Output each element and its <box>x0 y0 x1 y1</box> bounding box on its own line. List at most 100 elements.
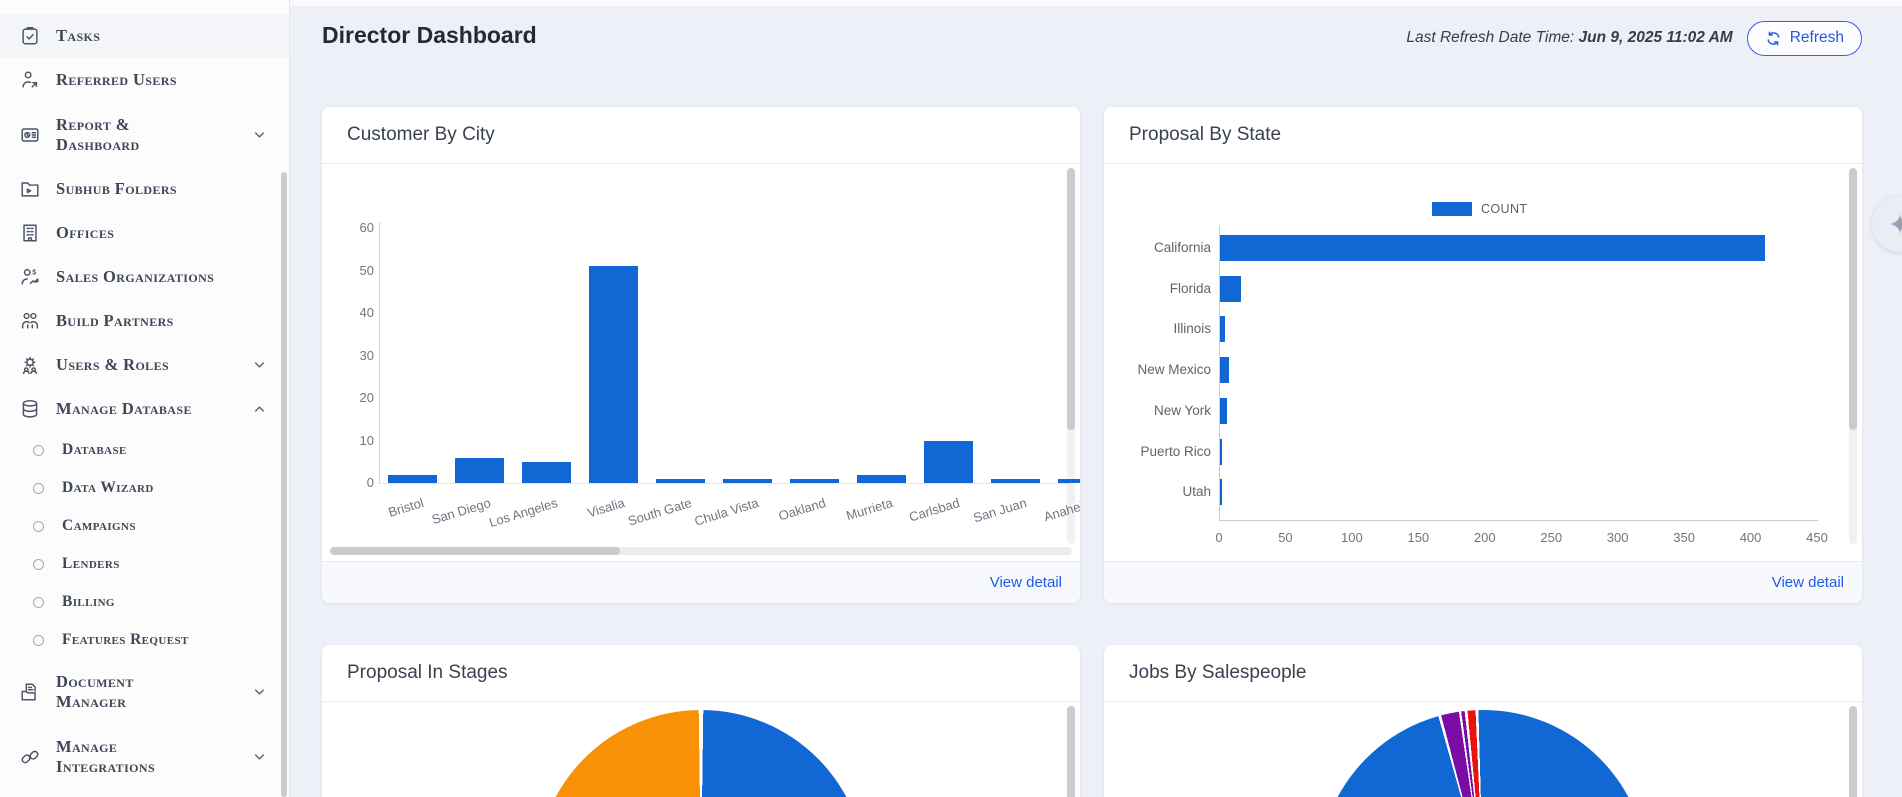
chart-horizontal-scrollbar[interactable] <box>330 547 1072 555</box>
card-header: Proposal By State <box>1104 107 1862 164</box>
y-axis-line <box>379 222 380 484</box>
chart-vertical-scrollbar-thumb[interactable] <box>1849 168 1857 430</box>
bar-bristol[interactable] <box>388 474 437 483</box>
bar-carlsbad[interactable] <box>924 440 973 483</box>
radio-circle-icon <box>33 444 44 456</box>
view-detail-link[interactable]: View detail <box>1771 574 1844 591</box>
chart-vertical-scrollbar-thumb[interactable] <box>1849 706 1857 797</box>
last-refresh-value: Jun 9, 2025 11:02 AM <box>1578 29 1733 46</box>
sidebar-item-manage-database[interactable]: Manage Database <box>0 387 289 431</box>
chart-vertical-scrollbar-thumb[interactable] <box>1067 706 1075 797</box>
radio-circle-icon <box>33 634 44 646</box>
chart-vertical-scrollbar[interactable] <box>1849 168 1857 544</box>
pie-chart[interactable] <box>536 710 866 797</box>
sidebar-item-label: Referred Users <box>56 70 177 90</box>
sidebar-nav: Tasks Referred Users Report & Dashboard Sub… <box>0 0 289 789</box>
sidebar-subitem-data-wizard[interactable]: Data Wizard <box>0 469 289 507</box>
sidebar-item-referred-users[interactable]: Referred Users <box>0 58 289 102</box>
bar-anaheim[interactable] <box>1058 478 1080 483</box>
x-axis-tick: 250 <box>1540 530 1563 545</box>
sidebar-item-sales-organizations[interactable]: $ Sales Organizations <box>0 255 289 299</box>
y-axis-tick: 20 <box>359 390 374 405</box>
chevron-down-icon <box>252 358 267 373</box>
bar-san-juan[interactable] <box>991 478 1040 483</box>
sidebar-item-users-roles[interactable]: Users & Roles <box>0 343 289 387</box>
card-header: Proposal In Stages <box>322 645 1080 702</box>
view-detail-link[interactable]: View detail <box>989 574 1062 591</box>
refresh-area: Last Refresh Date Time: Jun 9, 2025 11:0… <box>1406 20 1862 56</box>
jobs-by-salespeople-chart[interactable] <box>1104 702 1862 797</box>
chart-vertical-scrollbar[interactable] <box>1067 168 1075 544</box>
refresh-button-label: Refresh <box>1789 29 1844 46</box>
bar-new-mexico[interactable] <box>1220 357 1230 384</box>
sidebar-scrollbar-thumb[interactable] <box>281 172 287 797</box>
sidebar-item-report-dashboard[interactable]: Report & Dashboard <box>0 102 289 167</box>
chart-horizontal-scrollbar-thumb[interactable] <box>330 547 620 555</box>
bar-new-york[interactable] <box>1220 397 1227 424</box>
chain-links-icon <box>19 746 41 768</box>
chart-vertical-scrollbar-thumb[interactable] <box>1067 168 1075 430</box>
x-axis-tick: 400 <box>1739 530 1762 545</box>
bar-murrieta[interactable] <box>857 474 906 483</box>
sidebar-item-label: Build Partners <box>56 311 174 331</box>
bar-florida[interactable] <box>1220 275 1242 302</box>
bar-oakland[interactable] <box>790 478 839 483</box>
user-referral-icon <box>19 69 41 91</box>
bar-california[interactable] <box>1220 235 1765 261</box>
radio-circle-icon <box>33 596 44 608</box>
bar-illinois[interactable] <box>1220 316 1226 343</box>
x-axis-tick: 300 <box>1606 530 1629 545</box>
sales-person-icon: $ <box>19 266 41 288</box>
sidebar-subitem-lenders[interactable]: Lenders <box>0 545 289 583</box>
x-axis-line <box>379 483 1069 484</box>
chart-vertical-scrollbar[interactable] <box>1849 706 1857 797</box>
sidebar-subitem-features-request[interactable]: Features Request <box>0 621 289 659</box>
refresh-button[interactable]: Refresh <box>1746 20 1862 56</box>
sidebar-item-label: Offices <box>56 223 115 243</box>
sidebar-subitem-campaigns[interactable]: Campaigns <box>0 507 289 545</box>
y-axis-label: New Mexico <box>1137 362 1211 378</box>
sidebar: Tasks Referred Users Report & Dashboard Sub… <box>0 0 290 797</box>
y-axis-tick: 60 <box>359 220 374 235</box>
sidebar-item-manage-integrations[interactable]: Manage Integrations <box>0 724 289 789</box>
y-axis-label: Florida <box>1169 280 1211 296</box>
y-axis-label: Utah <box>1182 484 1211 500</box>
sidebar-item-tasks[interactable]: Tasks <box>0 14 289 58</box>
pie-chart[interactable] <box>1318 710 1648 797</box>
bar-visalia[interactable] <box>589 266 638 483</box>
card-customer-by-city: Customer By City 0 10 20 30 40 50 60 Bristol San… <box>322 107 1080 603</box>
sidebar-item-build-partners[interactable]: Build Partners <box>0 299 289 343</box>
bar-puerto-rico[interactable] <box>1220 438 1222 465</box>
sidebar-item-document-manager[interactable]: Document Manager <box>0 659 289 724</box>
legend-swatch <box>1432 202 1472 216</box>
proposal-by-state-chart[interactable]: COUNT California Florida Illinois New Mexic… <box>1104 164 1862 561</box>
top-strip <box>290 0 1902 6</box>
document-folder-icon <box>19 681 41 703</box>
refresh-icon <box>1765 30 1782 47</box>
y-axis-tick: 30 <box>359 347 374 363</box>
bar-san-diego[interactable] <box>455 457 504 483</box>
sidebar-subitem-label: Database <box>62 441 127 458</box>
bar-chula-vista[interactable] <box>723 478 772 483</box>
y-axis-tick: 50 <box>359 262 374 278</box>
sidebar-subitem-billing[interactable]: Billing <box>0 583 289 621</box>
legend-label: COUNT <box>1481 202 1528 216</box>
sidebar-item-label: Sales Organizations <box>56 267 215 287</box>
bar-south-gate[interactable] <box>656 478 705 483</box>
bar-los-angeles[interactable] <box>522 461 571 483</box>
x-axis-tick: 200 <box>1473 530 1496 545</box>
chevron-down-icon <box>252 749 267 764</box>
last-refresh-label: Last Refresh Date Time: <box>1406 29 1575 46</box>
customer-by-city-chart[interactable]: 0 10 20 30 40 50 60 Bristol San Diego Los Angeles… <box>322 164 1080 561</box>
chart-vertical-scrollbar[interactable] <box>1067 706 1075 797</box>
sidebar-item-offices[interactable]: Offices <box>0 211 289 255</box>
sidebar-item-subhub-folders[interactable]: Subhub Folders <box>0 167 289 211</box>
proposal-in-stages-chart[interactable] <box>322 702 1080 797</box>
y-axis-label: California <box>1153 240 1211 255</box>
assistant-sparkle-button[interactable] <box>1872 196 1902 252</box>
bar-utah[interactable] <box>1220 479 1222 506</box>
users-gear-icon <box>19 354 41 376</box>
sidebar-subitem-database[interactable]: Database <box>0 431 289 469</box>
sidebar-item-label: Tasks <box>56 26 101 46</box>
x-axis-tick: 350 <box>1673 530 1695 545</box>
